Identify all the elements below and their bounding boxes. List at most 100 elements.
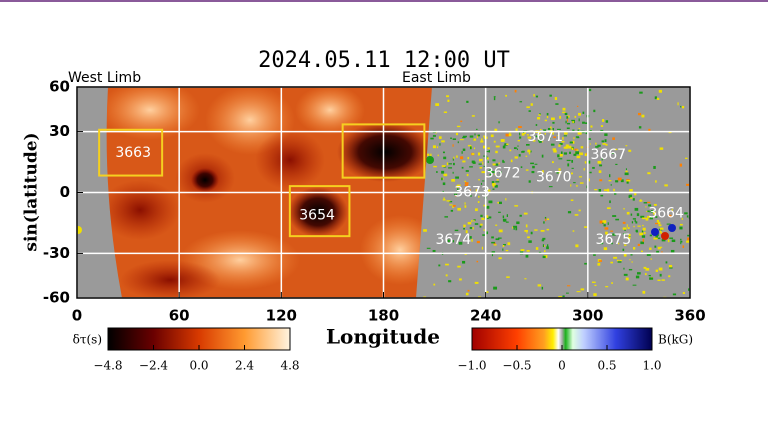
flux-speck (636, 213, 640, 217)
flux-speck (438, 136, 442, 139)
flux-speck (617, 261, 622, 263)
flux-speck (538, 114, 541, 116)
flux-speck (517, 139, 520, 142)
colorbar-tick-label: −4.8 (93, 359, 122, 373)
flux-speck (577, 132, 582, 135)
flux-speck (640, 241, 644, 245)
flux-speck (655, 222, 659, 225)
flux-speck (541, 154, 544, 158)
flux-speck (602, 222, 604, 224)
flux-speck (591, 281, 596, 283)
flux-speck (685, 157, 688, 159)
flux-speck (604, 133, 608, 137)
flux-speck (423, 229, 427, 232)
flux-speck (527, 236, 530, 239)
flux-speck (506, 214, 508, 217)
flux-speck (630, 213, 633, 216)
flux-speck (441, 177, 443, 181)
flux-speck (659, 229, 661, 233)
flux-speck (593, 293, 597, 297)
map (77, 87, 690, 298)
flux-speck (491, 241, 495, 244)
flux-speck (599, 242, 604, 245)
flux-speck (679, 226, 683, 230)
flux-speck (654, 210, 656, 213)
flux-speck (584, 161, 587, 164)
flux-speck (628, 149, 632, 152)
flux-speck (524, 278, 527, 280)
flux-speck (491, 251, 496, 253)
flux-speck (448, 280, 452, 283)
flux-speck (526, 230, 528, 234)
flux-speck (490, 171, 495, 174)
flux-speck (575, 244, 579, 248)
flux-speck (463, 224, 466, 228)
flux-speck (546, 115, 549, 119)
flux-speck (519, 101, 523, 103)
flux-speck (684, 212, 688, 215)
flux-speck (584, 226, 589, 228)
flux-speck (430, 153, 432, 157)
flux-speck (543, 221, 545, 224)
flux-speck (452, 144, 454, 147)
flux-speck (671, 208, 673, 212)
flux-speck (478, 296, 482, 298)
flux-speck (611, 282, 613, 284)
flux-speck (599, 179, 603, 182)
flux-speck (502, 248, 504, 251)
flux-speck (539, 113, 541, 116)
flux-speck (667, 239, 670, 243)
flux-speck (459, 139, 464, 141)
flux-speck (436, 171, 438, 173)
flux-speck (519, 136, 522, 139)
flux-speck (605, 286, 609, 288)
flux-speck (680, 105, 682, 108)
flux-speck (633, 225, 635, 228)
flux-speck (672, 293, 677, 296)
flux-speck (643, 266, 647, 269)
flux-speck (573, 137, 575, 140)
flux-speck (659, 273, 662, 277)
flux-speck (593, 254, 596, 256)
flux-speck (563, 152, 568, 155)
flux-speck (604, 227, 609, 230)
flux-speck (661, 279, 665, 281)
flux-speck (643, 202, 648, 204)
flux-speck (560, 151, 563, 155)
flux-speck (547, 128, 551, 131)
x-tick-label: 0 (72, 307, 82, 325)
flux-speck (669, 267, 673, 269)
flux-speck (638, 112, 642, 116)
flux-speck (477, 134, 480, 137)
flux-speck (566, 292, 569, 294)
flux-speck (612, 215, 617, 217)
y-tick-label: 60 (49, 78, 70, 96)
flux-speck (558, 171, 562, 174)
flux-speck (486, 151, 490, 153)
flux-speck (639, 91, 643, 94)
flux-speck (480, 140, 484, 143)
flux-speck (572, 140, 575, 144)
flux-speck (479, 225, 482, 228)
flux-speck (649, 277, 654, 280)
flux-speck (570, 172, 573, 175)
colorbar-label: B(kG) (658, 333, 693, 347)
flux-speck (507, 242, 511, 246)
flux-speck (542, 170, 544, 173)
flux-speck (671, 239, 676, 243)
flux-speck (469, 236, 472, 239)
flux-speck (469, 166, 473, 168)
flux-speck (426, 247, 431, 249)
flux-speck (637, 272, 641, 275)
flux-speck (485, 231, 489, 235)
y-tick-label: 30 (49, 122, 70, 140)
flux-speck (534, 229, 538, 231)
flux-speck (532, 165, 535, 169)
flux-speck (456, 125, 461, 128)
flux-speck (508, 133, 512, 137)
x-tick-label: 60 (169, 307, 190, 325)
flux-speck (519, 132, 521, 136)
flux-speck (568, 145, 572, 149)
flux-speck (550, 126, 552, 129)
flux-speck (549, 131, 552, 134)
